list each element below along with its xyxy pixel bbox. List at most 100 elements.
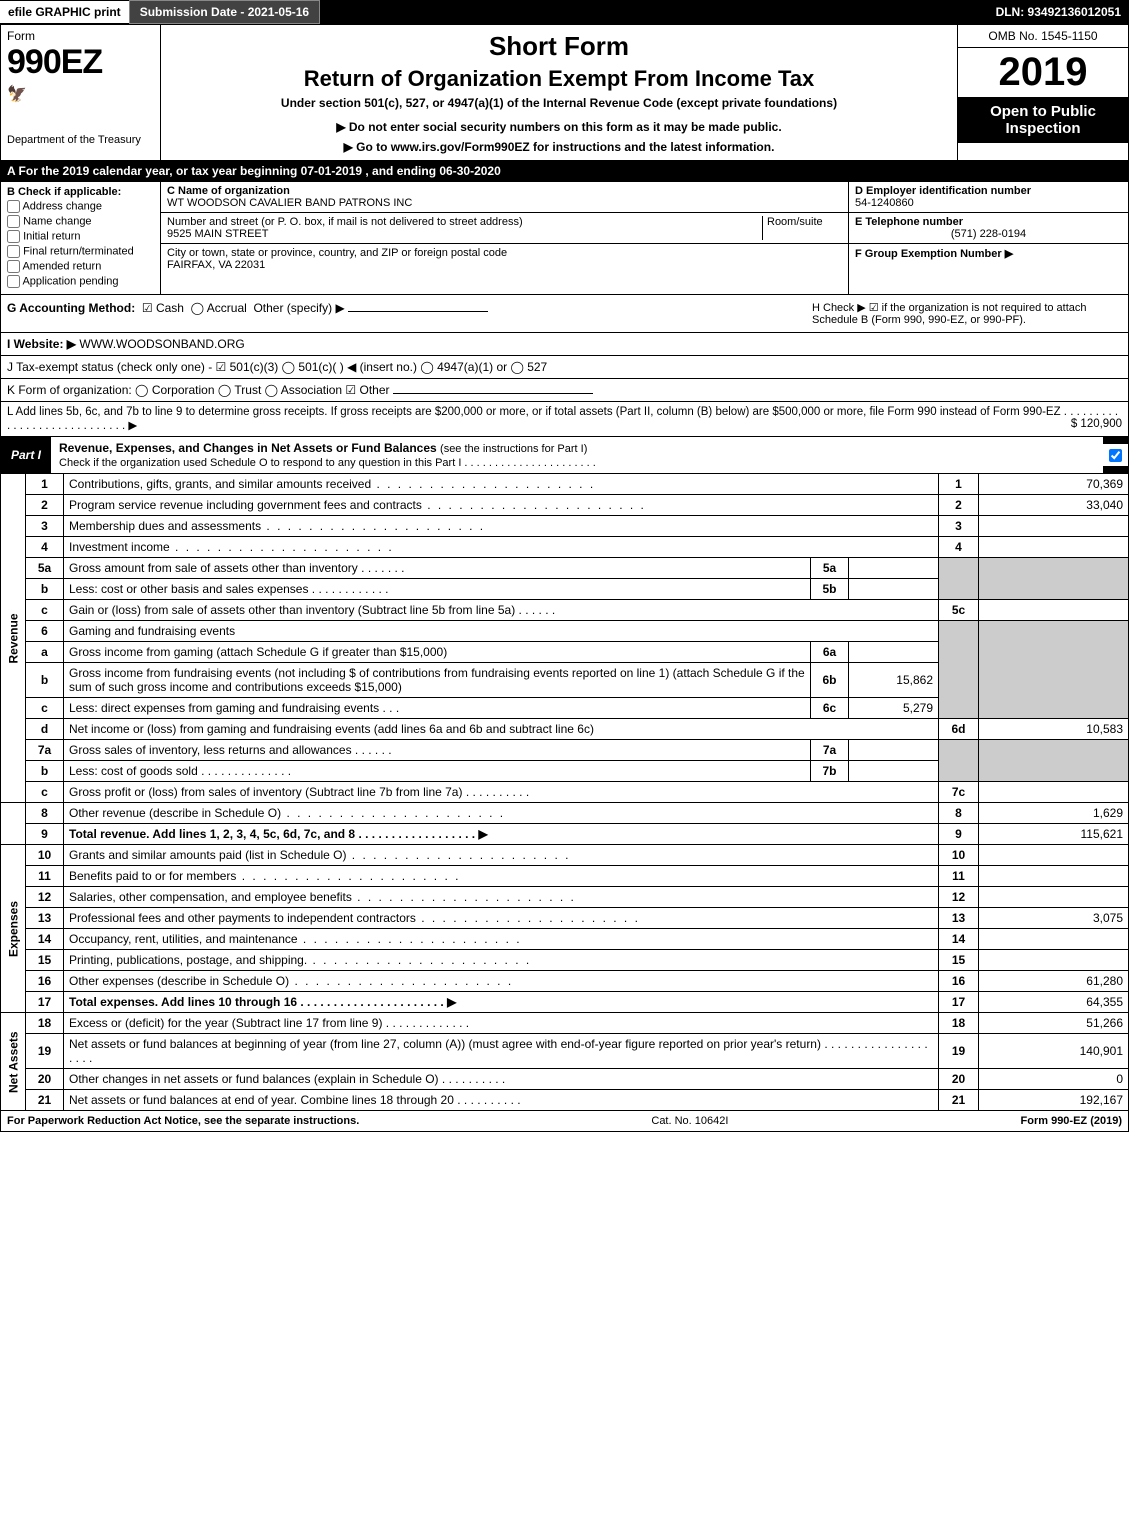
check-header: B Check if applicable: [7, 186, 154, 198]
line-2: 2 Program service revenue including gove… [1, 495, 1129, 516]
form-header: Form 990EZ 🦅 Department of the Treasury … [0, 24, 1129, 161]
accounting-cash[interactable]: Cash [156, 301, 184, 315]
org-city-label: City or town, state or province, country… [167, 247, 507, 259]
row-h: H Check ▶ ☑ if the organization is not r… [812, 301, 1122, 326]
row-h-text: H Check ▶ ☑ if the organization is not r… [812, 302, 1087, 326]
row-g: G Accounting Method: ☑ Cash ◯ Accrual Ot… [7, 301, 812, 326]
line-12: 12 Salaries, other compensation, and emp… [1, 887, 1129, 908]
form-of-organization: K Form of organization: ◯ Corporation ◯ … [7, 383, 390, 397]
chk-amended-return[interactable]: Amended return [7, 260, 154, 273]
tax-exempt-status: J Tax-exempt status (check only one) - ☑… [7, 360, 547, 374]
org-city-cell: City or town, state or province, country… [161, 244, 848, 274]
line-17: 17 Total expenses. Add lines 10 through … [1, 992, 1129, 1013]
header-col2: Short Form Return of Organization Exempt… [161, 25, 958, 160]
accounting-other[interactable]: Other (specify) ▶ [253, 301, 344, 315]
line-21: 21 Net assets or fund balances at end of… [1, 1090, 1129, 1111]
row-l: L Add lines 5b, 6c, and 7b to line 9 to … [0, 402, 1129, 437]
line-14: 14 Occupancy, rent, utilities, and maint… [1, 929, 1129, 950]
chk-address-change[interactable]: Address change [7, 200, 154, 213]
dln: DLN: 93492136012051 [988, 1, 1129, 23]
line-4: 4 Investment income 4 [1, 537, 1129, 558]
submission-date: Submission Date - 2021-05-16 [129, 0, 320, 24]
org-name-label: C Name of organization [167, 185, 290, 197]
line-11: 11 Benefits paid to or for members 11 [1, 866, 1129, 887]
part1-label: Part I [1, 444, 51, 466]
header-col1: Form 990EZ 🦅 Department of the Treasury [1, 25, 161, 160]
row-a-text: A For the 2019 calendar year, or tax yea… [7, 164, 501, 178]
num-1: 1 [939, 474, 979, 495]
part1-header: Part I Revenue, Expenses, and Changes in… [0, 437, 1129, 474]
right-column: D Employer identification number 54-1240… [848, 182, 1128, 294]
row-gh: G Accounting Method: ☑ Cash ◯ Accrual Ot… [0, 295, 1129, 333]
line-18: Net Assets 18 Excess or (deficit) for th… [1, 1013, 1129, 1034]
footer-left: For Paperwork Reduction Act Notice, see … [7, 1115, 359, 1127]
row-a-tax-year: A For the 2019 calendar year, or tax yea… [0, 161, 1129, 182]
instructions-link[interactable]: ▶ Go to www.irs.gov/Form990EZ for instru… [167, 140, 951, 154]
footer-cat-no: Cat. No. 10642I [359, 1115, 1020, 1127]
row-i: I Website: ▶ WWW.WOODSONBAND.ORG [0, 333, 1129, 356]
org-column: C Name of organization WT WOODSON CAVALI… [161, 182, 848, 294]
ein-cell: D Employer identification number 54-1240… [849, 182, 1128, 213]
chk-application-pending[interactable]: Application pending [7, 275, 154, 288]
website-value[interactable]: WWW.WOODSONBAND.ORG [79, 337, 244, 351]
org-street-cell: Number and street (or P. O. box, if mail… [161, 213, 848, 244]
header-col3: OMB No. 1545-1150 2019 Open to Public In… [958, 25, 1128, 160]
main-title: Return of Organization Exempt From Incom… [167, 66, 951, 92]
line-19: 19 Net assets or fund balances at beginn… [1, 1034, 1129, 1069]
org-street: 9525 MAIN STREET [167, 228, 268, 240]
org-street-label: Number and street (or P. O. box, if mail… [167, 216, 523, 228]
line-3: 3 Membership dues and assessments 3 [1, 516, 1129, 537]
sidecol-net-assets: Net Assets [1, 1013, 26, 1111]
org-name: WT WOODSON CAVALIER BAND PATRONS INC [167, 197, 412, 209]
top-bar: efile GRAPHIC print Submission Date - 20… [0, 0, 1129, 24]
part1-title: Revenue, Expenses, and Changes in Net As… [51, 437, 1103, 473]
line-7c: c Gross profit or (loss) from sales of i… [1, 782, 1129, 803]
line-7a: 7a Gross sales of inventory, less return… [1, 740, 1129, 761]
footer-form-ref: Form 990-EZ (2019) [1021, 1115, 1122, 1127]
chk-initial-return[interactable]: Initial return [7, 230, 154, 243]
group-exemption-cell: F Group Exemption Number ▶ [849, 244, 1128, 263]
line-16: 16 Other expenses (describe in Schedule … [1, 971, 1129, 992]
check-column: B Check if applicable: Address change Na… [1, 182, 161, 294]
website-label: I Website: ▶ [7, 337, 76, 351]
line-6: 6 Gaming and fundraising events [1, 621, 1129, 642]
line-9: 9 Total revenue. Add lines 1, 2, 3, 4, 5… [1, 824, 1129, 845]
line-20: 20 Other changes in net assets or fund b… [1, 1069, 1129, 1090]
row-k: K Form of organization: ◯ Corporation ◯ … [0, 379, 1129, 402]
row-l-text: L Add lines 5b, 6c, and 7b to line 9 to … [7, 406, 1118, 432]
phone-value: (571) 228-0194 [855, 228, 1122, 240]
efile-label[interactable]: efile GRAPHIC print [0, 1, 129, 23]
accounting-method-label: G Accounting Method: [7, 301, 135, 315]
line-15: 15 Printing, publications, postage, and … [1, 950, 1129, 971]
lines-table: Revenue 1 Contributions, gifts, grants, … [0, 474, 1129, 1111]
accounting-accrual[interactable]: Accrual [207, 301, 247, 315]
ein-label: D Employer identification number [855, 185, 1031, 197]
desc-1: Contributions, gifts, grants, and simila… [69, 477, 371, 491]
short-form-title: Short Form [167, 31, 951, 62]
room-suite-label: Room/suite [767, 216, 823, 228]
sidecol-expenses: Expenses [1, 845, 26, 1013]
form-label: Form [7, 29, 154, 43]
part1-schedule-o-checkbox[interactable] [1103, 444, 1128, 466]
row-bf: B Check if applicable: Address change Na… [0, 182, 1129, 295]
line-6d: d Net income or (loss) from gaming and f… [1, 719, 1129, 740]
chk-name-change[interactable]: Name change [7, 215, 154, 228]
dept-treasury: Department of the Treasury [7, 134, 154, 146]
page-footer: For Paperwork Reduction Act Notice, see … [0, 1111, 1129, 1132]
subtitle: Under section 501(c), 527, or 4947(a)(1)… [167, 96, 951, 110]
ln-1: 1 [26, 474, 64, 495]
org-city: FAIRFAX, VA 22031 [167, 259, 265, 271]
amt-1: 70,369 [979, 474, 1129, 495]
line-5a: 5a Gross amount from sale of assets othe… [1, 558, 1129, 579]
org-name-cell: C Name of organization WT WOODSON CAVALI… [161, 182, 848, 213]
tax-year: 2019 [958, 48, 1128, 97]
line-10: Expenses 10 Grants and similar amounts p… [1, 845, 1129, 866]
phone-cell: E Telephone number (571) 228-0194 [849, 213, 1128, 244]
line-8: 8 Other revenue (describe in Schedule O)… [1, 803, 1129, 824]
group-exemption-label: F Group Exemption Number ▶ [855, 248, 1013, 260]
phone-label: E Telephone number [855, 216, 963, 228]
chk-final-return[interactable]: Final return/terminated [7, 245, 154, 258]
ein-value: 54-1240860 [855, 197, 914, 209]
form-number: 990EZ [7, 43, 154, 82]
sidecol-revenue: Revenue [1, 474, 26, 803]
